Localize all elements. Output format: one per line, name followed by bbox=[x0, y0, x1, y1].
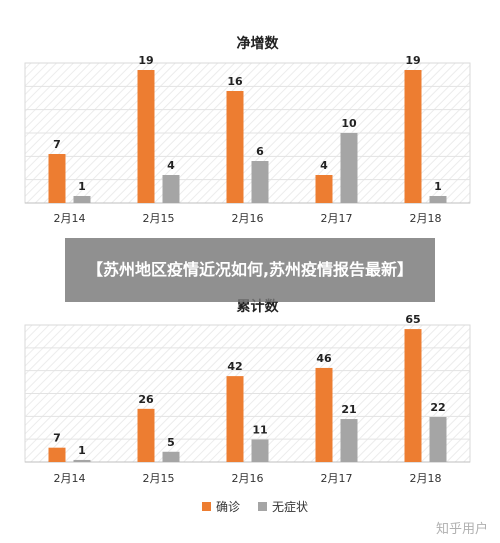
legend-label-confirmed: 确诊 bbox=[216, 500, 240, 514]
data-label: 11 bbox=[252, 424, 267, 437]
bar-confirmed bbox=[137, 70, 155, 203]
data-label: 6 bbox=[256, 145, 264, 158]
data-label: 10 bbox=[341, 117, 357, 130]
x-tick-label: 2月18 bbox=[410, 212, 442, 225]
x-tick-label: 2月17 bbox=[321, 472, 353, 485]
x-tick-label: 2月16 bbox=[232, 472, 264, 485]
data-label: 1 bbox=[78, 444, 86, 457]
overlay-title: 【苏州地区疫情近况如何,苏州疫情报告最新】 bbox=[65, 238, 435, 302]
bar-asymptomatic bbox=[162, 175, 180, 203]
x-tick-label: 2月15 bbox=[143, 472, 175, 485]
bar-asymptomatic bbox=[429, 196, 447, 203]
chart-title: 累计数 bbox=[237, 298, 280, 315]
bar-asymptomatic bbox=[73, 459, 91, 462]
x-tick-label: 2月15 bbox=[143, 212, 175, 225]
bar-asymptomatic bbox=[429, 417, 447, 462]
x-tick-label: 2月17 bbox=[321, 212, 353, 225]
data-label: 4 bbox=[167, 159, 175, 172]
data-label: 19 bbox=[138, 54, 153, 67]
data-label: 21 bbox=[341, 403, 356, 416]
bar-confirmed bbox=[226, 376, 244, 462]
x-tick-label: 2月14 bbox=[54, 472, 86, 485]
bar-confirmed bbox=[315, 367, 333, 462]
x-tick-label: 2月18 bbox=[410, 472, 442, 485]
chart-title: 净增数 bbox=[237, 35, 280, 52]
data-label: 46 bbox=[316, 352, 332, 365]
bar-confirmed bbox=[48, 154, 66, 203]
data-label: 1 bbox=[78, 180, 86, 193]
legend-swatch-confirmed bbox=[202, 502, 211, 511]
data-label: 1 bbox=[434, 180, 442, 193]
x-tick-label: 2月14 bbox=[54, 212, 86, 225]
bar-confirmed bbox=[226, 91, 244, 203]
bar-confirmed bbox=[404, 329, 422, 462]
bar-asymptomatic bbox=[340, 419, 358, 462]
bar-asymptomatic bbox=[340, 133, 358, 203]
data-label: 19 bbox=[405, 54, 420, 67]
data-label: 7 bbox=[53, 138, 61, 151]
data-label: 22 bbox=[430, 401, 445, 414]
bar-confirmed bbox=[404, 70, 422, 203]
data-label: 7 bbox=[53, 432, 61, 445]
data-label: 26 bbox=[138, 393, 154, 406]
bar-asymptomatic bbox=[73, 196, 91, 203]
data-label: 16 bbox=[227, 75, 243, 88]
bar-asymptomatic bbox=[162, 451, 180, 462]
watermark: 知乎用户 bbox=[435, 522, 488, 537]
data-label: 65 bbox=[405, 313, 420, 326]
chart-1: 净增数 7 1 2月14 19 4 2月15 16 6 2月16 4 10 2月17 19 1 2月18 bbox=[24, 35, 471, 225]
bar-confirmed bbox=[137, 408, 155, 462]
data-label: 5 bbox=[167, 436, 175, 449]
x-tick-label: 2月16 bbox=[232, 212, 264, 225]
bar-asymptomatic bbox=[251, 161, 269, 203]
chart-2: 累计数 7 1 2月14 26 5 2月15 42 11 2月16 46 21 2月17 65 22 2月18 bbox=[24, 298, 471, 485]
legend-swatch-asymptomatic bbox=[258, 502, 267, 511]
legend-label-asymptomatic: 无症状 bbox=[272, 499, 308, 514]
bar-asymptomatic bbox=[251, 439, 269, 462]
bar-confirmed bbox=[315, 175, 333, 203]
bar-confirmed bbox=[48, 447, 66, 462]
data-label: 42 bbox=[227, 360, 242, 373]
legend: 确诊 无症状 bbox=[202, 499, 308, 514]
data-label: 4 bbox=[320, 159, 328, 172]
